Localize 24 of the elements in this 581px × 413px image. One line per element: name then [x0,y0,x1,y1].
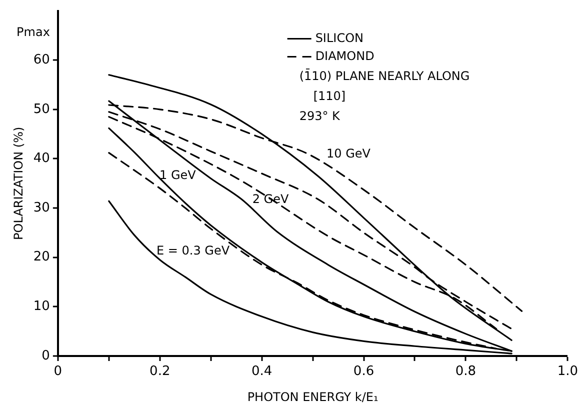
y-tick-label: 40 [33,151,50,166]
x-tick-label: 0.6 [353,364,374,380]
annotation: (1̄10) PLANE NEARLY ALONG [299,68,470,83]
x-axis-title: PHOTON ENERGY k/E₁ [247,390,378,404]
x-tick-label: 0.2 [150,364,170,380]
legend-label: DIAMOND [315,48,374,63]
annotation: 10 GeV [326,146,372,161]
x-tick-label: 0 [54,364,62,380]
annotation: 293° K [299,108,342,123]
y-axis-title: POLARIZATION (%) [11,126,26,240]
annotation: [110] [313,88,346,103]
y-tick-label: 10 [33,299,50,314]
legend-label: SILICON [315,30,364,45]
x-tick-label: 1.0 [557,364,578,380]
annotation: 1 GeV [160,168,197,182]
y-tick-label: 20 [33,250,50,265]
y-tick-label: 50 [33,102,50,117]
y-tick-label: 60 [33,52,50,68]
x-tick-label: 0.8 [455,364,476,380]
y-tick-label: 0 [42,348,50,364]
x-tick-label: 0.4 [251,364,272,380]
text: Pmax [16,24,50,39]
y-tick-label: 30 [33,200,50,216]
annotation: E = 0.3 GeV [156,244,230,258]
